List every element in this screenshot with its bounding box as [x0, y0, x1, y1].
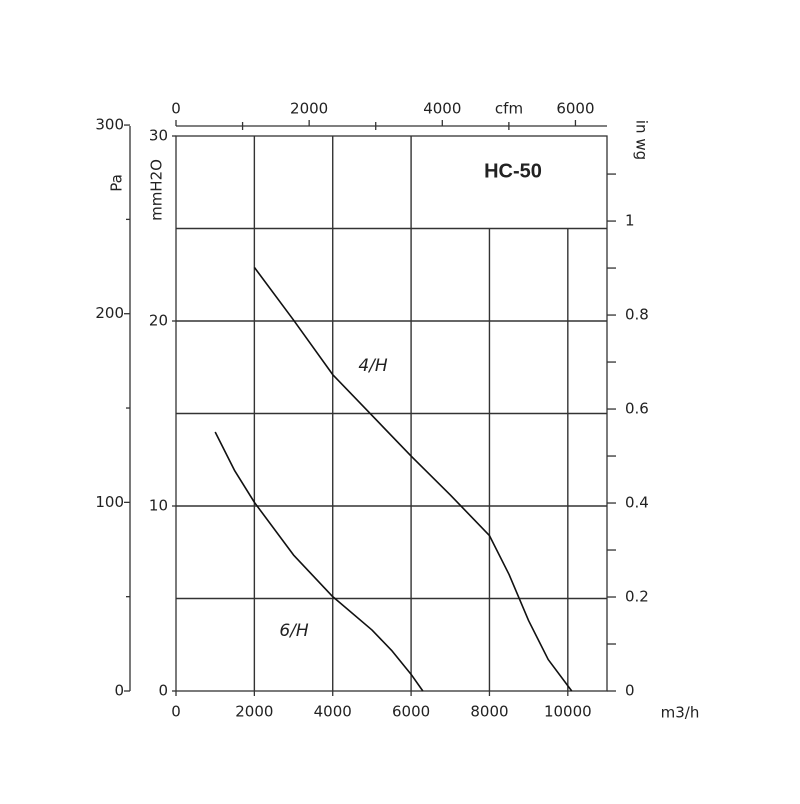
x-tick-label: 0	[171, 703, 181, 721]
y2-tick-label: 0	[625, 682, 635, 700]
y-tick-label: 10	[149, 497, 168, 515]
x-tick-label: 10000	[544, 703, 592, 721]
y-tick-label: 20	[149, 312, 168, 330]
y-tick-label: 30	[149, 127, 168, 145]
pa-axis-label: Pa	[108, 174, 126, 192]
pa-tick-label: 300	[95, 116, 124, 134]
pa-tick-label: 200	[95, 304, 124, 322]
y2-tick-label: 1	[625, 212, 635, 230]
y2-tick-label: 0.4	[625, 494, 649, 512]
y-tick-label: 0	[158, 682, 168, 700]
x-axis-label: m3/h	[661, 704, 700, 722]
curve	[214, 431, 424, 692]
y2-tick-label: 0.2	[625, 588, 649, 606]
chart-title: HC-50	[484, 160, 542, 182]
y-axis-label: mmH2O	[148, 159, 166, 221]
y2-tick-label: 0.6	[625, 400, 649, 418]
series-label: 4/H	[358, 356, 388, 376]
x2-tick-label: 6000	[556, 100, 594, 118]
plot-frame	[175, 135, 608, 692]
pa-tick-label: 100	[95, 493, 124, 511]
x-tick-label: 2000	[235, 703, 273, 721]
x2-axis-label: cfm	[495, 100, 523, 118]
y2-axis-label: in wg	[633, 120, 651, 160]
pa-tick-label: 0	[114, 682, 124, 700]
x-tick-label: 6000	[392, 703, 430, 721]
y2-tick-label: 0.8	[625, 306, 649, 324]
x-tick-label: 4000	[314, 703, 352, 721]
x2-tick-label: 4000	[423, 100, 461, 118]
curve	[253, 266, 573, 692]
x-tick-label: 8000	[470, 703, 508, 721]
x2-tick-label: 2000	[290, 100, 328, 118]
x2-tick-label: 0	[171, 100, 181, 118]
series-label: 6/H	[279, 621, 309, 641]
